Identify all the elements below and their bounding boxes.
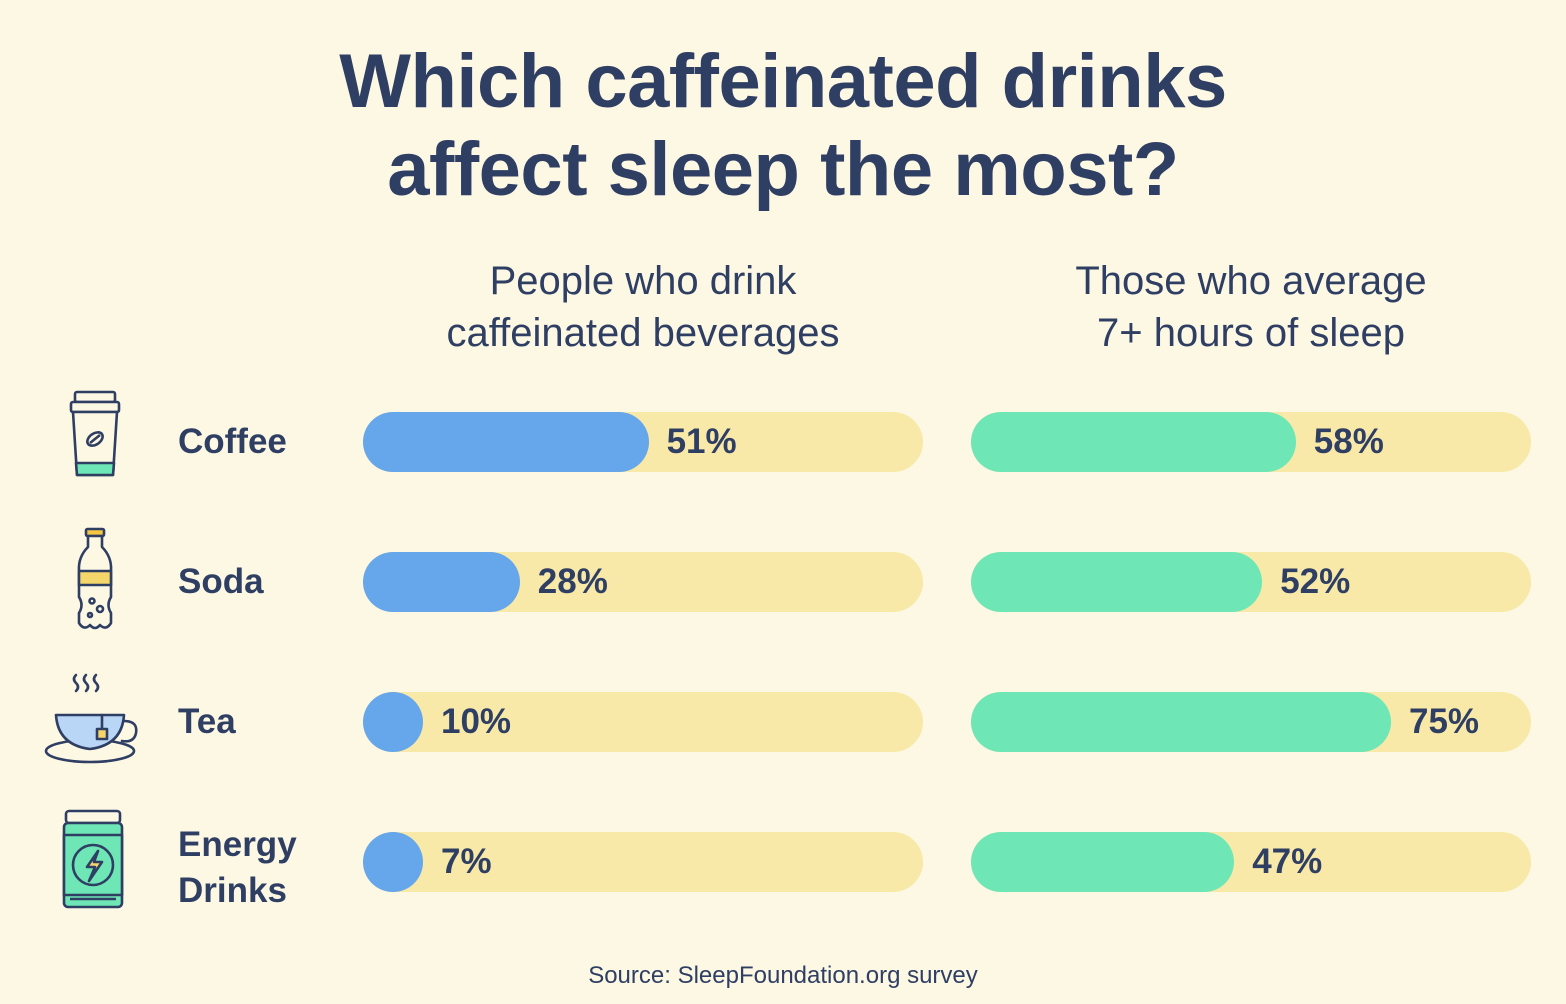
row-coffee: Coffee 51% 58% [0,390,1566,477]
data-label-left-soda: 28% [537,562,608,601]
data-label-left-tea: 10% [441,702,512,741]
bar-left-coffee [363,412,649,472]
row-energy-drinks: Energy Drinks 7% 47% [0,809,1566,910]
series-heading-sleepers: Those who average 7+ hours of sleep [971,255,1531,359]
energy-drink-can-icon [40,807,150,917]
category-label-coffee: Coffee [178,420,287,464]
category-label-tea: Tea [178,700,236,744]
bar-left-tea [363,692,423,752]
category-label-soda-line-1: Soda [178,562,264,601]
bar-right-tea [971,692,1391,752]
row-soda: Soda 28% 52% [0,527,1566,630]
soda-bottle-icon [40,527,150,637]
bar-track-right-soda: 52% [971,552,1531,612]
bar-left-energy-drinks [363,832,423,892]
series-heading-drinkers: People who drink caffeinated beverages [363,255,923,359]
data-label-right-energy-drinks: 47% [1252,842,1323,881]
series-heading-drinkers-line-1: People who drink [489,259,797,303]
data-label-right-coffee: 58% [1313,422,1384,461]
series-heading-sleepers-line-1: Those who average [1075,259,1427,303]
bar-track-right-tea: 75% [971,692,1531,752]
chart-title: Which caffeinated drinks affect sleep th… [0,38,1566,214]
bar-track-left-soda: 28% [363,552,923,612]
bar-right-energy-drinks [971,832,1235,892]
data-label-right-soda: 52% [1280,562,1351,601]
chart-title-line-1: Which caffeinated drinks [339,39,1227,124]
category-label-energy-drinks: Energy Drinks [178,822,297,914]
bar-track-left-coffee: 51% [363,412,923,472]
series-heading-drinkers-line-2: caffeinated beverages [446,311,840,355]
tea-cup-icon [40,667,150,777]
data-label-right-tea: 75% [1409,702,1480,741]
bar-track-left-energy-drinks: 7% [363,832,923,892]
bar-right-soda [971,552,1263,612]
source-note: Source: SleepFoundation.org survey [588,962,978,989]
category-label-coffee-line-1: Coffee [178,422,287,461]
bar-track-right-coffee: 58% [971,412,1531,472]
data-label-left-energy-drinks: 7% [441,842,492,881]
bar-track-left-tea: 10% [363,692,923,752]
bar-left-soda [363,552,520,612]
series-heading-sleepers-line-2: 7+ hours of sleep [1097,311,1405,355]
row-tea: Tea 10% 75% [0,673,1566,764]
category-label-energy-drinks-line-2: Drinks [178,871,287,910]
category-label-soda: Soda [178,560,264,604]
bar-right-coffee [971,412,1296,472]
chart-title-line-2: affect sleep the most? [387,127,1179,212]
data-label-left-coffee: 51% [666,422,737,461]
bar-track-right-energy-drinks: 47% [971,832,1531,892]
coffee-cup-icon [40,387,150,497]
category-label-tea-line-1: Tea [178,702,236,741]
category-label-energy-drinks-line-1: Energy [178,825,297,864]
